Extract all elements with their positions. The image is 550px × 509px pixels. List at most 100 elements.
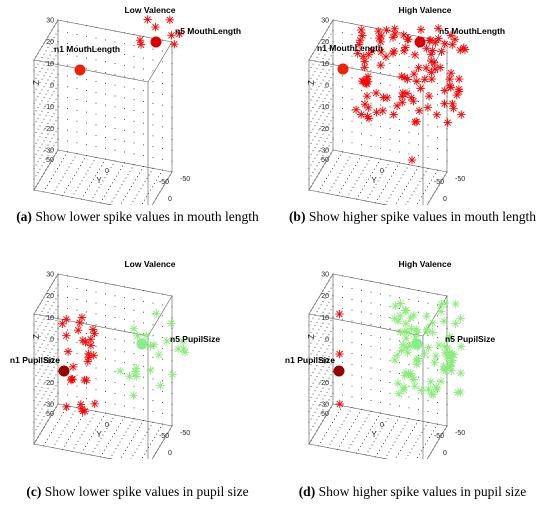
z-tick-a-0: 30 [46,18,54,25]
box-edge-4 [147,295,173,337]
z-tick-b-0: 30 [321,18,329,25]
box-edge-4 [147,41,173,83]
caption-a-text: Show lower spike values in mouth length [35,209,259,224]
z-tick-a-1: 20 [46,39,54,46]
marker-n1-c [58,365,70,377]
marker-n1-a [74,64,86,76]
y-tick-d-0: 50 [321,411,329,418]
caption-c: (c) Show lower spike values in pupil siz… [0,483,275,500]
z-tick-d-2: 10 [321,315,329,322]
marker-label-n1-a: n1 MouthLength [54,44,120,54]
box-edge-1 [308,189,389,205]
y-tick-a-0: 50 [46,157,54,164]
caption-a-label: (a) [16,209,32,224]
marker-n5-c [136,338,148,350]
marker-n5-a [150,36,162,48]
x-tick-a-1: 0 [168,196,172,203]
chart-title-a: Low Valence [124,5,175,15]
z-tick-d-3: 0 [325,337,329,344]
z-tick-c-2: 10 [46,315,54,322]
caption-b-label: (b) [288,209,306,224]
panel-a: Low Valence3020100-10-20-30500-50-50050Z… [0,0,275,255]
box-edge-5 [33,313,149,337]
z-tick-d-6: -30 [319,402,329,409]
x-tick-c-0: -50 [180,430,190,437]
y-tick-a-1: 0 [105,168,109,175]
caption-b: (b) Show higher spike values in mouth le… [275,208,550,225]
y-label-d: Y [371,430,377,439]
z-tick-b-3: 0 [325,83,329,90]
z-tick-d-0: 30 [321,272,329,279]
chart-a: Low Valence3020100-10-20-30500-50-50050Z… [32,5,241,205]
y-tick-d-2: -50 [434,433,444,440]
z-tick-a-4: -10 [44,104,54,111]
marker-label-n5-b: n5 MouthLength [439,26,505,36]
z-tick-d-4: -10 [319,358,329,365]
caption-c-label: (c) [26,484,42,499]
spikes-green-d [390,298,466,399]
marker-label-n1-c: n1 PupilSize [10,355,60,365]
x-tick-d-1: 0 [443,450,447,457]
panel-d: High Valence3020100-10-20-30500-50-50050… [275,254,550,509]
spikes-red-c [58,313,99,416]
spikes-red-d [335,309,345,409]
box-edge-1 [33,443,114,459]
x-tick-a-0: -50 [180,176,190,183]
grid-dots-d [308,273,448,459]
z-tick-c-0: 30 [46,272,54,279]
chart-title-d: High Valence [399,259,452,269]
y-label-b: Y [371,176,377,185]
marker-n5-d [411,338,423,350]
z-tick-b-2: 10 [321,61,329,68]
caption-a: (a) Show lower spike values in mouth len… [0,208,275,225]
grid-dots-c [33,273,173,459]
marker-n5-b [414,36,426,48]
x-tick-d-0: -50 [455,430,465,437]
z-label-b: Z [307,80,316,85]
marker-n1-d [333,365,345,377]
caption-d: (d) Show higher spike values in pupil si… [275,483,550,500]
z-tick-b-6: -30 [319,148,329,155]
y-tick-c-1: 0 [105,422,109,429]
box-edge-5 [33,59,149,83]
chart-c: Low Valence3020100-10-20-30500-50-50050Z… [10,259,220,459]
box-edge-1 [33,189,114,205]
spikes-green-c [116,309,190,400]
y-tick-b-1: 0 [380,168,384,175]
z-tick-c-4: -10 [44,358,54,365]
z-tick-c-6: -30 [44,402,54,409]
y-tick-d-1: 0 [380,422,384,429]
chart-title-b: High Valence [399,5,452,15]
chart-b: High Valence3020100-10-20-30500-50-50050… [307,5,505,205]
z-tick-c-3: 0 [50,337,54,344]
z-tick-a-5: -20 [44,126,54,133]
caption-c-text: Show lower spike values in pupil size [44,484,249,499]
panel-c: Low Valence3020100-10-20-30500-50-50050Z… [0,254,275,509]
grid-dots-a [33,19,173,205]
caption-d-text: Show higher spike values in pupil size [318,484,527,499]
marker-label-n1-d: n1 PupilSize [285,355,335,365]
panel-b: High Valence3020100-10-20-30500-50-50050… [275,0,550,255]
chart-title-c: Low Valence [124,259,175,269]
x-tick-b-0: -50 [455,176,465,183]
z-tick-c-1: 20 [46,293,54,300]
y-label-c: Y [96,430,102,439]
marker-label-n5-d: n5 PupilSize [445,334,495,344]
z-tick-a-2: 10 [46,61,54,68]
caption-b-text: Show higher spike values in mouth length [308,209,537,224]
chart-d: High Valence3020100-10-20-30500-50-50050… [285,259,495,459]
z-tick-b-5: -20 [319,126,329,133]
marker-label-n1-b: n1 MouthLength [317,43,383,53]
z-tick-a-6: -30 [44,148,54,155]
z-tick-d-1: 20 [321,293,329,300]
spikes-red-a [135,15,184,49]
caption-d-label: (d) [298,484,316,499]
z-tick-a-3: 0 [50,83,54,90]
marker-n1-b [337,63,349,75]
y-tick-a-2: -50 [159,179,169,186]
y-tick-c-2: -50 [159,433,169,440]
box-edge-1 [308,443,389,459]
x-tick-b-1: 0 [443,196,447,203]
z-tick-d-5: -20 [319,380,329,387]
y-tick-b-2: -50 [434,179,444,186]
